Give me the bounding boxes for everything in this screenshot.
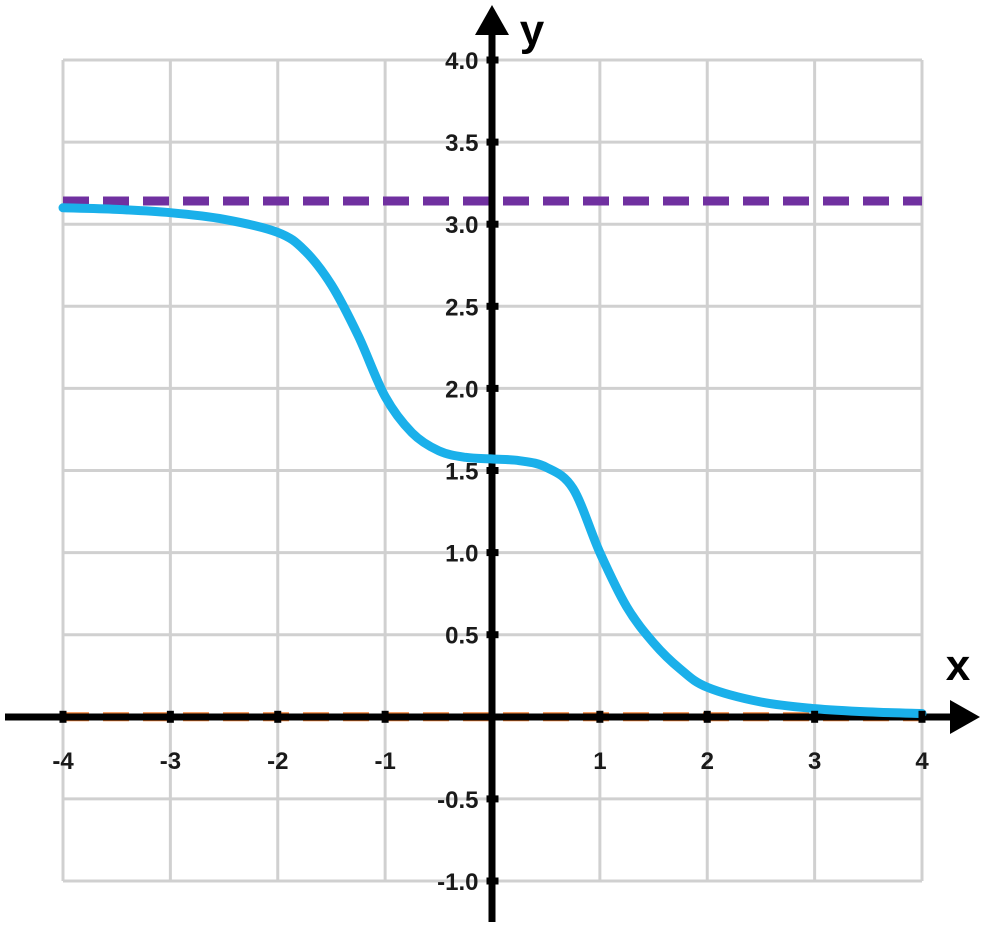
y-tick-label: 4.0	[445, 48, 478, 75]
x-tick-label: 2	[701, 748, 714, 775]
x-axis-arrowhead	[950, 700, 980, 734]
y-tick-label: 3.5	[445, 130, 478, 157]
x-tick-label: 1	[593, 748, 606, 775]
y-tick-label: -0.5	[437, 787, 478, 814]
y-axis-arrowhead	[475, 5, 509, 35]
x-tick-label: 3	[808, 748, 821, 775]
x-tick-label: -2	[267, 748, 288, 775]
y-tick-label: -1.0	[437, 869, 478, 896]
y-tick-label: 2.5	[445, 294, 478, 321]
y-tick-label: 1.5	[445, 459, 478, 486]
x-axis-title: x	[946, 641, 971, 690]
function-curve	[58, 203, 927, 719]
x-tick-label: -4	[52, 748, 74, 775]
y-tick-label: 1.0	[445, 541, 478, 568]
y-tick-label: 3.0	[445, 212, 478, 239]
y-tick-label: 2.0	[445, 376, 478, 403]
x-tick-label: 4	[915, 748, 929, 775]
x-tick-label: -1	[374, 748, 395, 775]
y-tick-label: 0.5	[445, 623, 478, 650]
y-axis-title: y	[520, 6, 545, 55]
x-tick-label: -3	[160, 748, 181, 775]
ticks: -4 -3 -2 -1 1 2 3 4 4.0 3.5 3.0 2.5 2.0 1.5 1.0 0.5 -0.5…	[52, 48, 929, 896]
curve-layer	[58, 203, 927, 719]
axes	[5, 5, 980, 922]
